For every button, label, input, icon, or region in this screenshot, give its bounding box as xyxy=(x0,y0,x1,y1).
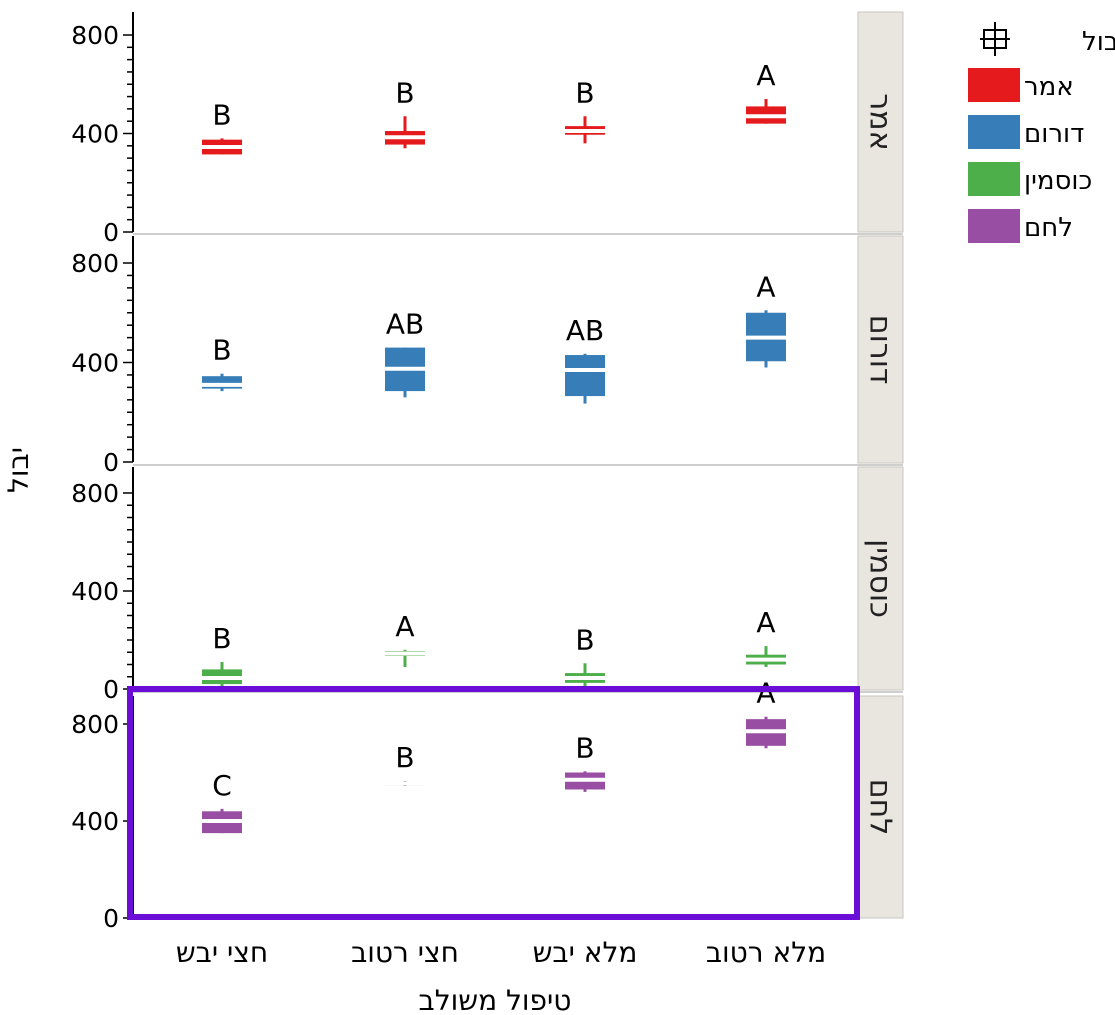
y-tick-label: 800 xyxy=(71,710,119,739)
box-plot: B xyxy=(202,622,242,687)
legend-box-icon xyxy=(980,22,1010,56)
box xyxy=(565,355,605,397)
y-tick-label: 400 xyxy=(71,577,119,606)
significance-letter: A xyxy=(756,59,775,92)
significance-letter: A xyxy=(756,606,775,639)
box-plot: B xyxy=(202,334,242,392)
significance-letter: B xyxy=(575,623,594,656)
panel-strip-label: אמר xyxy=(863,93,898,150)
box-plot: C xyxy=(202,769,242,834)
y-tick-label: 400 xyxy=(71,807,119,836)
panel-strip xyxy=(857,235,904,464)
box-plot: B xyxy=(565,76,605,144)
significance-letter: B xyxy=(212,98,231,131)
panel-background xyxy=(133,696,858,918)
box-plot: B xyxy=(385,76,425,149)
significance-letter: B xyxy=(212,334,231,367)
box-plot: B xyxy=(385,741,425,786)
significance-letter: AB xyxy=(386,308,424,341)
legend-swatch xyxy=(968,68,1020,102)
legend-label: לחם xyxy=(1024,213,1073,243)
box-plot: A xyxy=(385,610,425,667)
box-plot: B xyxy=(565,731,605,792)
legend-title: יבול xyxy=(1082,27,1115,57)
y-tick-label: 800 xyxy=(71,479,119,508)
box-plot: A xyxy=(746,270,786,368)
y-tick-label: 400 xyxy=(71,349,119,378)
x-tick-label: מלא יבש xyxy=(533,936,638,969)
legend-swatch xyxy=(968,209,1020,243)
panel-strip xyxy=(857,11,904,233)
significance-letter: B xyxy=(575,731,594,764)
significance-letter: B xyxy=(395,741,414,774)
significance-letter: A xyxy=(395,610,414,643)
significance-letter: A xyxy=(756,270,775,303)
panel: דורום 0 400 800 B AB AB A xyxy=(71,235,904,477)
box-plot: B xyxy=(202,98,242,155)
significance-letter: C xyxy=(212,769,232,802)
significance-letter: AB xyxy=(566,314,604,347)
panel-background xyxy=(133,467,858,690)
panel-background xyxy=(133,12,858,232)
panel-strip-label: לחם xyxy=(863,779,898,836)
highlight-frame xyxy=(127,686,860,920)
box-plot: A xyxy=(746,677,786,749)
significance-letter: B xyxy=(212,622,231,655)
x-tick-label: חצי רטוב xyxy=(351,936,459,969)
legend: יבול אמר דורום כוסמין לחם xyxy=(968,22,1115,243)
panel-strip xyxy=(857,695,904,919)
box-plot: B xyxy=(565,623,605,687)
labels-layer: טיפול משולב יבול חצי יבש חצי רטוב מלא יבש מ… xyxy=(2,447,826,1015)
legend-swatch xyxy=(968,162,1020,196)
panel-strip-label: דורום xyxy=(863,315,898,385)
y-tick-label: 800 xyxy=(71,21,119,50)
panel: כוסמין 0 400 800 B A B A xyxy=(71,466,904,704)
panel: אמר 0 400 800 B B B A xyxy=(71,11,904,247)
y-tick-label: 0 xyxy=(103,675,119,704)
x-axis-title: טיפול משולב xyxy=(419,984,572,1015)
legend-label: אמר xyxy=(1024,72,1074,102)
y-tick-label: 0 xyxy=(103,218,119,247)
legend-label: דורום xyxy=(1024,119,1084,149)
panel: לחם 0 400 800 C B B A xyxy=(71,677,904,933)
significance-letter: B xyxy=(575,76,594,109)
legend-swatch xyxy=(968,115,1020,149)
x-tick-label: חצי יבש xyxy=(176,936,268,969)
y-tick-label: 0 xyxy=(103,904,119,933)
box-plot: A xyxy=(746,606,786,667)
box-plot: AB xyxy=(565,314,605,404)
y-tick-label: 0 xyxy=(103,448,119,477)
y-tick-label: 800 xyxy=(71,249,119,278)
panel-background xyxy=(133,236,858,463)
panel-strip-label: כוסמין xyxy=(863,539,898,618)
legend-label: כוסמין xyxy=(1024,166,1092,196)
y-axis-title: יבול xyxy=(2,447,35,493)
box-plot: A xyxy=(746,59,786,124)
panel-strip xyxy=(857,466,904,691)
box-plot: AB xyxy=(385,308,425,398)
x-tick-label: מלא רטוב xyxy=(706,936,826,969)
y-tick-label: 400 xyxy=(71,120,119,149)
significance-letter: B xyxy=(395,76,414,109)
significance-letter: A xyxy=(756,677,775,710)
